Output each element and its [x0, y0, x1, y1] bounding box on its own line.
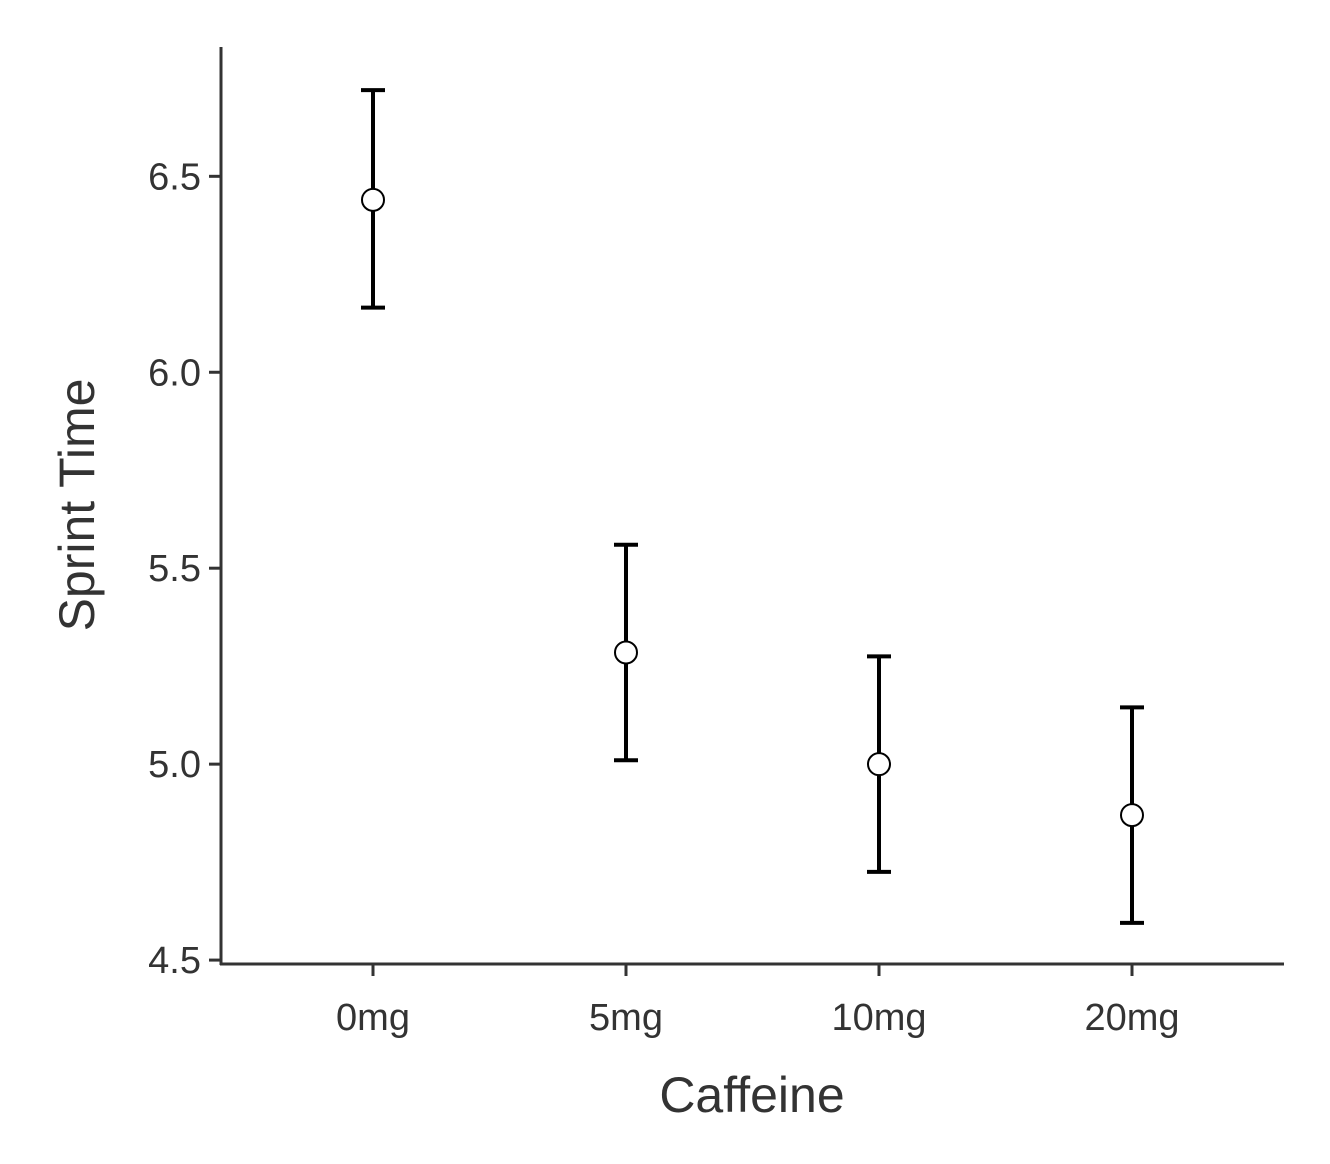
- x-tick-label: 0mg: [336, 997, 410, 1039]
- x-tick-label: 20mg: [1084, 997, 1179, 1039]
- y-ticks: 4.5 5.0 5.5 6.0 6.5: [148, 156, 221, 982]
- x-tick-label: 10mg: [831, 997, 926, 1039]
- plot-marks: [361, 88, 1144, 925]
- data-point: [1120, 803, 1144, 828]
- y-tick-label: 5.0: [148, 744, 201, 786]
- data-point: [614, 640, 638, 665]
- data-point: [361, 187, 385, 212]
- y-axis-title: Sprint Time: [49, 379, 105, 632]
- axes: [219, 47, 1284, 966]
- x-axis-title: Caffeine: [659, 1067, 844, 1123]
- data-point: [867, 752, 891, 777]
- y-tick-label: 5.5: [148, 548, 201, 590]
- y-tick-label: 4.5: [148, 940, 201, 982]
- y-tick-label: 6.5: [148, 156, 201, 198]
- x-tick-label: 5mg: [589, 997, 663, 1039]
- x-ticks: 0mg 5mg 10mg 20mg: [336, 964, 1180, 1039]
- y-tick-label: 6.0: [148, 352, 201, 394]
